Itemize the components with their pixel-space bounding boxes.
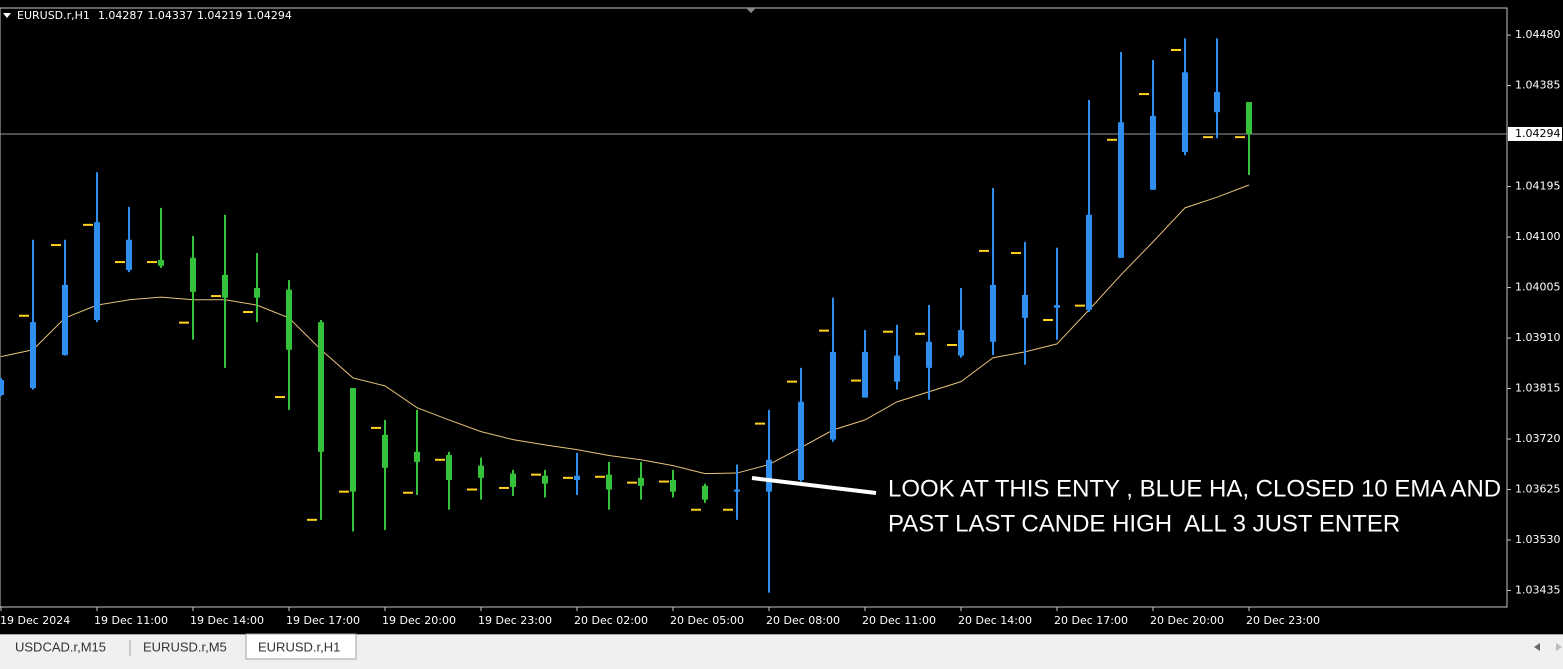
candle-body	[702, 485, 708, 500]
candle-body	[318, 322, 324, 452]
tab[interactable]: EURUSD.r,M5	[143, 639, 227, 654]
candle-body	[798, 401, 804, 480]
candle-body	[606, 474, 612, 490]
candle-body	[958, 330, 964, 356]
ema-line	[0, 184, 1250, 475]
current-price-box	[1508, 126, 1562, 141]
annotation: PAST LAST CANDE HIGH ALL 3 JUST ENTER	[888, 510, 1400, 537]
candle-body	[574, 475, 580, 480]
x-tick-label: 20 Dec 20:00	[1150, 614, 1224, 627]
candle-body	[446, 454, 452, 480]
x-tick-label: 20 Dec 02:00	[574, 614, 648, 627]
y-tick-label: 1.03910	[1515, 331, 1561, 344]
y-tick-label: 1.04100	[1515, 230, 1561, 243]
candle-body	[382, 434, 388, 468]
y-tick-label: 1.03720	[1515, 432, 1561, 445]
header-low: 1.04219	[197, 9, 243, 22]
candle-body	[62, 284, 68, 356]
annotation-arrow	[751, 476, 877, 495]
scroll-left[interactable]	[1534, 643, 1540, 651]
candle-body	[30, 322, 36, 389]
candle-body	[126, 239, 132, 271]
tab-bar	[0, 634, 1563, 669]
candle-body	[1086, 214, 1092, 310]
x-tick-label: 19 Dec 14:00	[190, 614, 264, 627]
candle-body	[190, 257, 196, 292]
chart-background	[0, 0, 1563, 634]
active-tab[interactable]	[245, 633, 357, 660]
current-price-label: 1.04294	[1515, 127, 1561, 140]
header-arrow	[3, 13, 11, 18]
candle-body	[894, 355, 900, 382]
candle-body	[1054, 305, 1060, 308]
y-tick-label: 1.04195	[1515, 180, 1561, 193]
x-tick-label: 19 Dec 23:00	[478, 614, 552, 627]
candle-body	[478, 465, 484, 478]
candle-body	[862, 351, 868, 398]
x-tick-label: 20 Dec 14:00	[958, 614, 1032, 627]
candle-body	[766, 459, 772, 492]
x-tick-label: 19 Dec 11:00	[94, 614, 168, 627]
candle-body	[1182, 72, 1188, 153]
header-high: 1.04337	[147, 9, 193, 22]
candle-body	[414, 451, 420, 462]
candle-body	[670, 479, 676, 492]
y-tick-label: 1.04480	[1515, 28, 1561, 41]
x-tick-label: 19 Dec 2024	[0, 614, 70, 627]
x-tick-label: 20 Dec 23:00	[1246, 614, 1320, 627]
x-tick-label: 20 Dec 11:00	[862, 614, 936, 627]
candle-body	[926, 341, 932, 368]
candle-body	[0, 380, 4, 395]
tab[interactable]: EURUSD.r,H1	[258, 639, 340, 654]
candle-body	[350, 388, 356, 492]
candle-body	[638, 477, 644, 486]
candle-body	[510, 473, 516, 487]
chart-title: EURUSD.r,H1	[17, 9, 90, 22]
candle-body	[158, 259, 164, 266]
y-tick-label: 1.03435	[1515, 584, 1561, 597]
candle-body	[94, 222, 100, 320]
annotation: LOOK AT THIS ENTY , BLUE HA, CLOSED 10 E…	[888, 475, 1501, 502]
candle-body	[254, 288, 260, 298]
candle-body	[222, 274, 228, 298]
x-tick-label: 20 Dec 05:00	[670, 614, 744, 627]
candle-body	[990, 284, 996, 342]
y-tick-label: 1.03625	[1515, 483, 1561, 496]
header-close: 1.04294	[246, 9, 292, 22]
y-tick-label: 1.03530	[1515, 533, 1561, 546]
shift-marker	[746, 8, 756, 13]
candle-body	[734, 489, 740, 492]
y-tick-label: 1.03815	[1515, 382, 1561, 395]
x-tick-label: 19 Dec 20:00	[382, 614, 456, 627]
candle-body	[1022, 295, 1028, 318]
candle-body	[1246, 102, 1252, 134]
chart-header: EURUSD.r,H1 1.04287 1.04337 1.04219 1.04294	[17, 9, 292, 22]
candle-body	[286, 289, 292, 350]
x-tick-label: 19 Dec 17:00	[286, 614, 360, 627]
candle-body	[830, 351, 836, 440]
candle-body	[1150, 115, 1156, 190]
y-tick-label: 1.04005	[1515, 281, 1561, 294]
x-tick-label: 20 Dec 17:00	[1054, 614, 1128, 627]
header-open: 1.04287	[98, 9, 144, 22]
candle-body	[542, 475, 548, 484]
candle-body	[1118, 122, 1124, 258]
x-tick-label: 20 Dec 08:00	[766, 614, 840, 627]
y-tick-label: 1.04385	[1515, 79, 1561, 92]
candle-body	[1214, 91, 1220, 113]
tab[interactable]: USDCAD.r,M15	[15, 639, 106, 654]
scroll-right[interactable]	[1556, 643, 1562, 651]
